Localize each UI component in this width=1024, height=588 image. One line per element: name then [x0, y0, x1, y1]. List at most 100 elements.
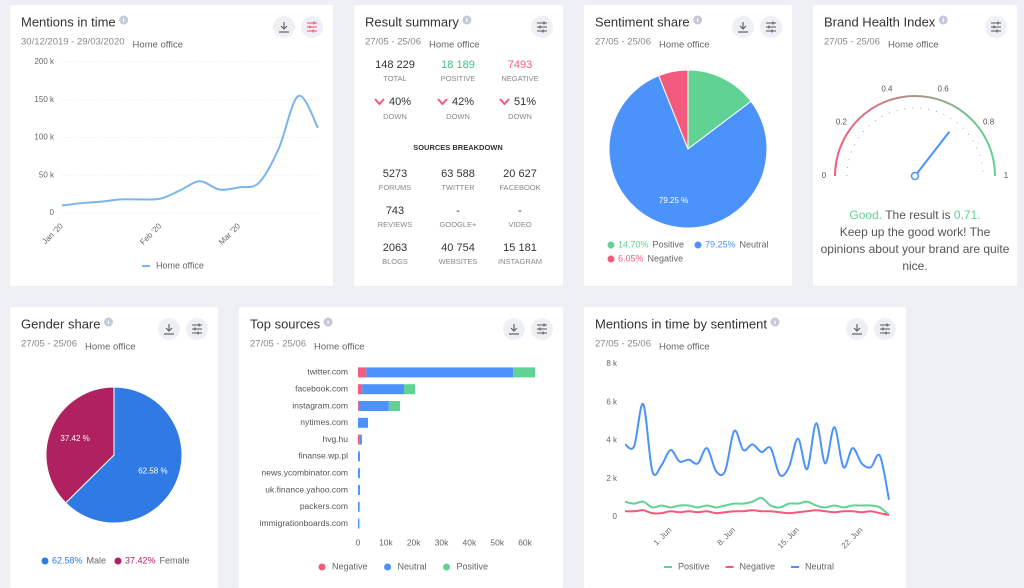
- legend-label: Positive: [653, 239, 685, 249]
- panel-date: 27/05 - 25/06: [250, 339, 306, 350]
- legend-label: Home office: [156, 260, 204, 270]
- settings-button[interactable]: [874, 318, 896, 340]
- legend-value: 6.05%: [618, 253, 644, 263]
- gauge-tick-label: 0.2: [836, 118, 848, 127]
- panel-filter: Home office: [429, 40, 480, 51]
- gauge-tick-label: 1: [1004, 171, 1009, 180]
- panel-filter: Home office: [133, 40, 184, 51]
- gauge-rating: Good.: [849, 208, 883, 222]
- legend-value: 14.70%: [618, 239, 649, 249]
- source-value: 40 754: [441, 242, 475, 254]
- y-tick-label: facebook.com: [295, 383, 348, 393]
- settings-button[interactable]: [531, 16, 553, 38]
- button-glyph[interactable]: [164, 324, 174, 335]
- download-button[interactable]: [273, 16, 295, 38]
- source-label: GOOGLE+: [440, 220, 478, 229]
- bar-segment: [358, 434, 360, 445]
- legend-label: Positive: [457, 561, 489, 571]
- panel-title: Mentions in time by sentiment: [595, 316, 767, 331]
- button-glyph[interactable]: [509, 324, 519, 335]
- down-arrow: [437, 98, 448, 106]
- panel-date: 27/05 - 25/06: [595, 339, 651, 350]
- legend-marker: [41, 557, 49, 565]
- x-tick-label: 40k: [463, 537, 477, 547]
- button-glyph[interactable]: [738, 22, 748, 33]
- legend-label: Neutral: [740, 239, 769, 249]
- panel-date: 30/12/2019 - 29/03/2020: [21, 37, 125, 48]
- slice-label: 62.58 %: [138, 466, 167, 475]
- bar-segment: [358, 501, 360, 512]
- legend-value: 62.58%: [52, 555, 83, 565]
- bar-segment: [513, 367, 536, 378]
- slice-label: 79.25 %: [659, 196, 688, 205]
- info-icon-glyph: [107, 320, 110, 325]
- panel: [10, 5, 333, 286]
- source-label: VIDEO: [508, 220, 532, 229]
- source-label: WEBSITES: [439, 257, 478, 266]
- y-tick-label: 150 k: [34, 95, 55, 104]
- download-button[interactable]: [732, 16, 754, 38]
- legend-marker: [114, 557, 122, 565]
- stat-value: 7493: [508, 59, 532, 71]
- y-tick-label: finanse.wp.pl: [298, 451, 348, 461]
- x-tick-label: 30k: [435, 537, 449, 547]
- gauge-tick-label: 0.6: [938, 85, 950, 94]
- stat-value: 18 189: [441, 59, 475, 71]
- panel-title: Brand Health Index: [824, 14, 936, 29]
- source-label: BLOGS: [382, 257, 408, 266]
- info-icon-glyph: [327, 320, 329, 325]
- legend-label: Neutral: [805, 561, 834, 571]
- download-button[interactable]: [158, 318, 180, 340]
- gauge-tick-label: 0.4: [881, 85, 893, 94]
- pie-slice: [658, 69, 689, 150]
- x-tick-label: 20k: [407, 537, 421, 547]
- settings-button[interactable]: [760, 16, 782, 38]
- panel-title: Mentions in time: [21, 14, 116, 29]
- legend-label: Negative: [648, 253, 684, 263]
- list-button[interactable]: [301, 16, 323, 38]
- panel-date: 27/05 - 25/06: [21, 339, 77, 350]
- line-series: [624, 509, 890, 517]
- y-tick-label: news.ycombinator.com: [262, 467, 348, 477]
- source-value: 5273: [383, 168, 407, 180]
- source-value: 63 588: [441, 168, 475, 180]
- settings-button[interactable]: [186, 318, 208, 340]
- gauge-hub: [910, 171, 920, 181]
- change-label: DOWN: [446, 112, 470, 121]
- gauge-needle: [914, 131, 951, 177]
- gauge-value-label: 0.71.: [953, 208, 981, 222]
- download-button[interactable]: [846, 318, 868, 340]
- button-glyph[interactable]: [279, 22, 289, 33]
- source-value: 15 181: [503, 242, 537, 254]
- gauge-tick-label: 0.8: [983, 118, 995, 127]
- legend-marker: [443, 563, 451, 571]
- panel-title: Result summary: [365, 14, 459, 29]
- panel: [813, 5, 1017, 286]
- source-value: 2063: [383, 242, 407, 254]
- legend-value: 37.42%: [125, 555, 156, 565]
- bar-segment: [388, 401, 401, 411]
- download-button[interactable]: [503, 318, 525, 340]
- button-glyph[interactable]: [852, 324, 862, 335]
- stat-label: NEGATIVE: [501, 74, 538, 83]
- source-value: -: [456, 205, 460, 217]
- bar-segment: [359, 434, 362, 445]
- sources-title: SOURCES BREAKDOWN: [413, 143, 503, 152]
- y-tick-label: 8 k: [606, 359, 618, 368]
- x-tick-label: 60k: [518, 537, 532, 547]
- legend-marker: [318, 563, 326, 571]
- settings-button[interactable]: [985, 16, 1007, 38]
- stat-label: TOTAL: [383, 74, 406, 83]
- bar-segment: [358, 518, 360, 529]
- pie-slice: [45, 386, 115, 504]
- panel-filter: Home office: [888, 40, 939, 51]
- stat-value: 148 229: [375, 59, 415, 71]
- y-tick-label: twitter.com: [307, 367, 348, 377]
- bar-segment: [403, 384, 416, 395]
- info-icon-glyph: [697, 18, 699, 23]
- bar-segment: [358, 401, 359, 411]
- y-tick-label: nytimes.com: [300, 417, 348, 427]
- change-label: DOWN: [383, 112, 407, 121]
- settings-button[interactable]: [531, 318, 553, 340]
